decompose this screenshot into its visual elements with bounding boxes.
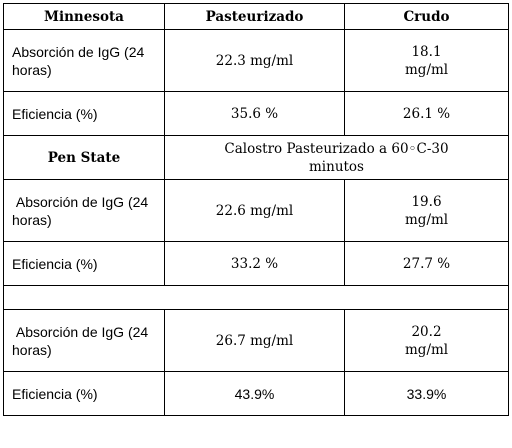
row-label-eficiencia: Eficiencia (%): [3, 91, 165, 136]
row-label-absorcion: Absorción de IgG (24 horas): [3, 309, 165, 372]
cell-value: 27.7 %: [344, 241, 509, 286]
cell-value: 20.2 mg/ml: [344, 309, 509, 372]
cell-value: 43.9%: [164, 371, 345, 416]
cell-value: 19.6 mg/ml: [344, 179, 509, 242]
table-row: Absorción de IgG (24 horas) 22.6 mg/ml 1…: [3, 179, 509, 242]
table-header-row: Minnesota Pasteurizado Crudo: [3, 3, 509, 30]
section-header-row: Pen State Calostro Pasteurizado a 60◦C-3…: [3, 135, 509, 180]
header-pasteurizado: Pasteurizado: [164, 3, 345, 30]
empty-row: [3, 285, 509, 310]
table-row: Absorción de IgG (24 horas) 26.7 mg/ml 2…: [3, 309, 509, 372]
table-row: Eficiencia (%) 43.9% 33.9%: [3, 371, 509, 416]
cell-value: 18.1 mg/ml: [344, 29, 509, 92]
section-subtitle: Calostro Pasteurizado a 60◦C-30 minutos: [164, 135, 509, 180]
table-row: Eficiencia (%) 35.6 % 26.1 %: [3, 91, 509, 136]
row-label-eficiencia: Eficiencia (%): [3, 371, 165, 416]
header-crudo: Crudo: [344, 3, 509, 30]
section-label-pen-state: Pen State: [3, 135, 165, 180]
header-minnesota: Minnesota: [3, 3, 165, 30]
table-row: Eficiencia (%) 33.2 % 27.7 %: [3, 241, 509, 286]
cell-value: 26.7 mg/ml: [164, 309, 345, 372]
row-label-absorcion: Absorción de IgG (24 horas): [3, 29, 165, 92]
table-row: Absorción de IgG (24 horas) 22.3 mg/ml 1…: [3, 29, 509, 92]
row-label-absorcion: Absorción de IgG (24 horas): [3, 179, 165, 242]
igg-comparison-table: Minnesota Pasteurizado Crudo Absorción d…: [3, 3, 509, 416]
cell-value: 33.2 %: [164, 241, 345, 286]
cell-value: 22.6 mg/ml: [164, 179, 345, 242]
empty-cell: [3, 285, 509, 310]
cell-value: 26.1 %: [344, 91, 509, 136]
row-label-eficiencia: Eficiencia (%): [3, 241, 165, 286]
cell-value: 33.9%: [344, 371, 509, 416]
cell-value: 35.6 %: [164, 91, 345, 136]
cell-value: 22.3 mg/ml: [164, 29, 345, 92]
